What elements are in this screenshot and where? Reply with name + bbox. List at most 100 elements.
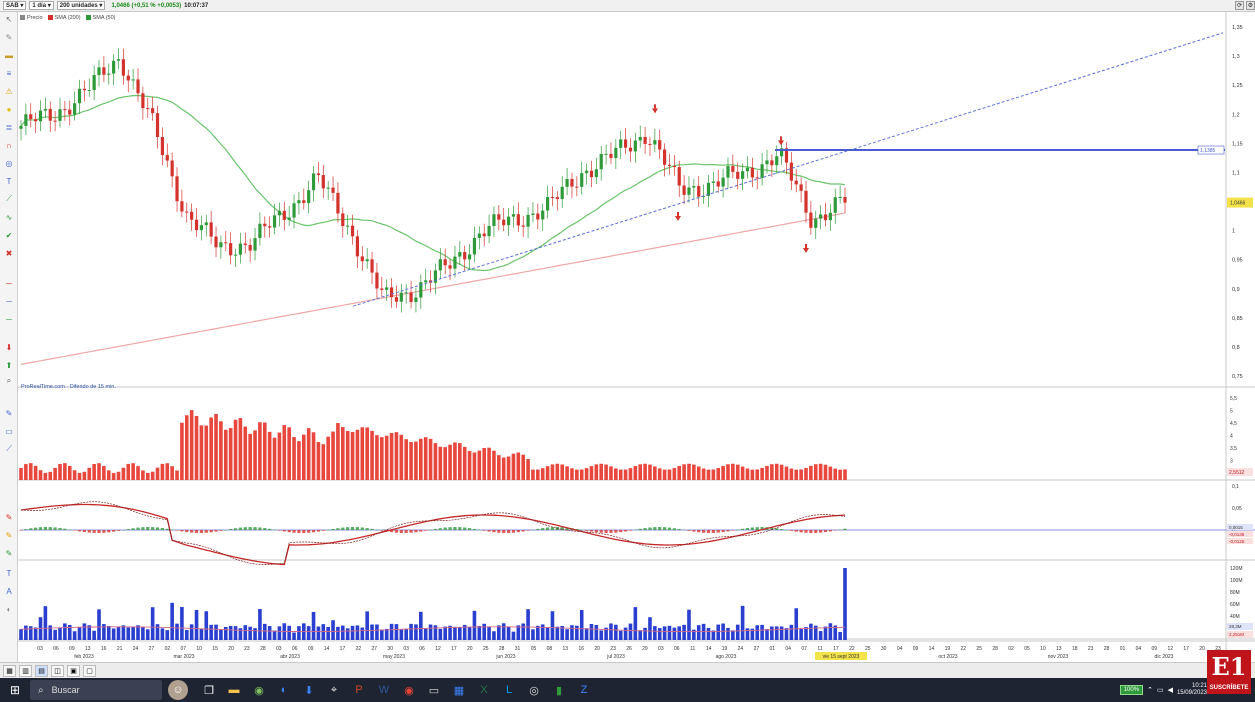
wave-icon[interactable]: ∿: [5, 212, 13, 222]
macd-hist-bar: [73, 530, 77, 531]
ind1-bar: [297, 441, 301, 480]
candle-body: [838, 197, 842, 199]
pen-red-icon[interactable]: ✎: [5, 512, 13, 522]
volume-bar: [584, 628, 589, 640]
layout-icon[interactable]: ▣: [67, 664, 80, 677]
volume-icon[interactable]: ◀: [1167, 687, 1173, 694]
line-blue-icon[interactable]: ─: [6, 296, 12, 306]
refresh-icon[interactable]: ⟳: [1235, 1, 1244, 10]
candle-type-icon[interactable]: ◫: [51, 664, 64, 677]
macd-hist-bar: [77, 530, 82, 532]
save-icon[interactable]: ▢: [83, 664, 96, 677]
ruler-icon[interactable]: ▬: [5, 50, 13, 60]
app-icon-2[interactable]: ▭: [428, 684, 440, 697]
ind1-bar: [550, 464, 555, 480]
text-icon[interactable]: T: [6, 176, 12, 186]
channel-icon[interactable]: ≡: [6, 68, 12, 78]
maps-icon[interactable]: ⌖: [330, 683, 338, 696]
download-icon[interactable]: ⬇: [304, 684, 314, 697]
macd-hist-bar: [506, 530, 511, 533]
macd-hist-bar: [458, 527, 462, 530]
magnet-icon[interactable]: ∩: [6, 140, 12, 150]
candle-body: [755, 177, 759, 179]
units-select[interactable]: 200 unidades ▾: [56, 1, 106, 10]
price-tick-label: 0,75: [1232, 374, 1243, 380]
ticker-field[interactable]: SAB ▾: [3, 1, 27, 10]
ind1-bar: [262, 422, 267, 480]
app-icon-5[interactable]: ◎: [529, 684, 539, 697]
windows-start-icon[interactable]: ⊞: [9, 683, 21, 697]
macd-hist-bar: [560, 527, 564, 530]
macd-hist-bar: [146, 527, 150, 530]
zoom-icon[interactable]: ◎: [5, 158, 13, 168]
line-red-icon[interactable]: ─: [6, 278, 12, 288]
warning-icon[interactable]: ⚠: [5, 86, 13, 96]
volume-bar: [24, 625, 28, 640]
time-day-label: 28: [499, 646, 505, 652]
bottom-tool-icon[interactable]: ▦: [3, 664, 16, 677]
arrow-up-icon[interactable]: ⬆: [5, 360, 13, 370]
volume-bar: [131, 626, 135, 640]
pen-yellow-icon[interactable]: ✎: [5, 530, 13, 540]
macd-hist-bar: [121, 529, 125, 531]
check-icon[interactable]: ✔: [5, 230, 13, 240]
cursor-icon[interactable]: ↖: [5, 14, 13, 24]
candle-body: [555, 197, 559, 200]
fibonacci-icon[interactable]: ≣: [5, 122, 13, 132]
candle-body: [131, 79, 135, 81]
file-explorer-icon[interactable]: ▬: [228, 684, 240, 696]
volume-bar: [433, 625, 438, 640]
edge-icon[interactable]: ◐: [280, 684, 288, 696]
settings-icon[interactable]: ⚙: [1246, 1, 1255, 10]
line-tool-icon[interactable]: ⟋: [6, 444, 12, 453]
time-day-label: 11: [690, 646, 695, 652]
system-clock[interactable]: 10:21 15/09/2023: [1176, 683, 1207, 696]
powerpoint-icon[interactable]: P: [355, 684, 363, 696]
network-icon[interactable]: ▭: [1156, 687, 1164, 694]
app-icon-3[interactable]: ▦: [453, 684, 465, 697]
volume-bar: [126, 627, 131, 640]
prorealtime-icon[interactable]: ▮: [555, 684, 563, 697]
chrome-icon[interactable]: ◉: [404, 684, 414, 697]
task-view-icon[interactable]: ❐: [204, 684, 214, 697]
trend-icon[interactable]: ⟋: [6, 194, 12, 203]
chart-canvas[interactable]: 1,351,31,251,21,151,11,0510,950,90,850,8…: [18, 12, 1255, 662]
excel-icon[interactable]: X: [480, 684, 488, 696]
delete-icon[interactable]: ✖: [5, 248, 13, 258]
draw-tool-icon[interactable]: ✎: [5, 408, 13, 418]
volume-bar: [453, 626, 457, 640]
arrow-down-icon[interactable]: ⬇: [5, 342, 13, 352]
pen-green-icon[interactable]: ✎: [5, 548, 13, 558]
text-tool-icon[interactable]: T: [6, 568, 12, 578]
alert-bell-icon[interactable]: ●: [6, 104, 12, 114]
volume-bar: [394, 624, 399, 640]
ind1-bar: [696, 466, 701, 480]
font-icon[interactable]: A: [6, 586, 12, 596]
time-day-label: 04: [785, 646, 791, 652]
app-icon-1[interactable]: ◉: [254, 684, 264, 697]
chart-area[interactable]: 1,351,31,251,21,151,11,0510,950,90,850,8…: [18, 12, 1255, 662]
tray-chevron-icon[interactable]: ⌃: [1147, 687, 1153, 694]
app-icon-4[interactable]: L: [505, 684, 513, 696]
taskbar-search[interactable]: ⌕ Buscar: [30, 680, 162, 700]
macd-hist-bar: [526, 530, 530, 531]
line-green-icon[interactable]: ─: [6, 314, 12, 324]
palette-icon[interactable]: ◐: [6, 604, 12, 614]
time-day-label: 09: [913, 646, 919, 652]
search-zoom-icon[interactable]: ⌕: [6, 376, 12, 385]
zoom-app-icon[interactable]: Z: [580, 684, 588, 696]
chart-type-icon[interactable]: ▥: [19, 664, 32, 677]
pencil-icon[interactable]: ✎: [5, 32, 13, 42]
rect-tool-icon[interactable]: ▭: [5, 426, 13, 436]
word-icon[interactable]: W: [378, 684, 390, 696]
bar-type-icon[interactable]: ▤: [35, 664, 48, 677]
avatar[interactable]: ☺: [168, 680, 188, 700]
battery-indicator[interactable]: 100%: [1119, 685, 1144, 695]
time-day-label: 12: [435, 646, 441, 652]
interval-select[interactable]: 1 día ▾: [29, 1, 54, 10]
volume-bar: [33, 627, 38, 640]
volume-bar: [214, 624, 218, 640]
candle-body: [497, 214, 501, 220]
ind1-bar: [267, 431, 272, 480]
